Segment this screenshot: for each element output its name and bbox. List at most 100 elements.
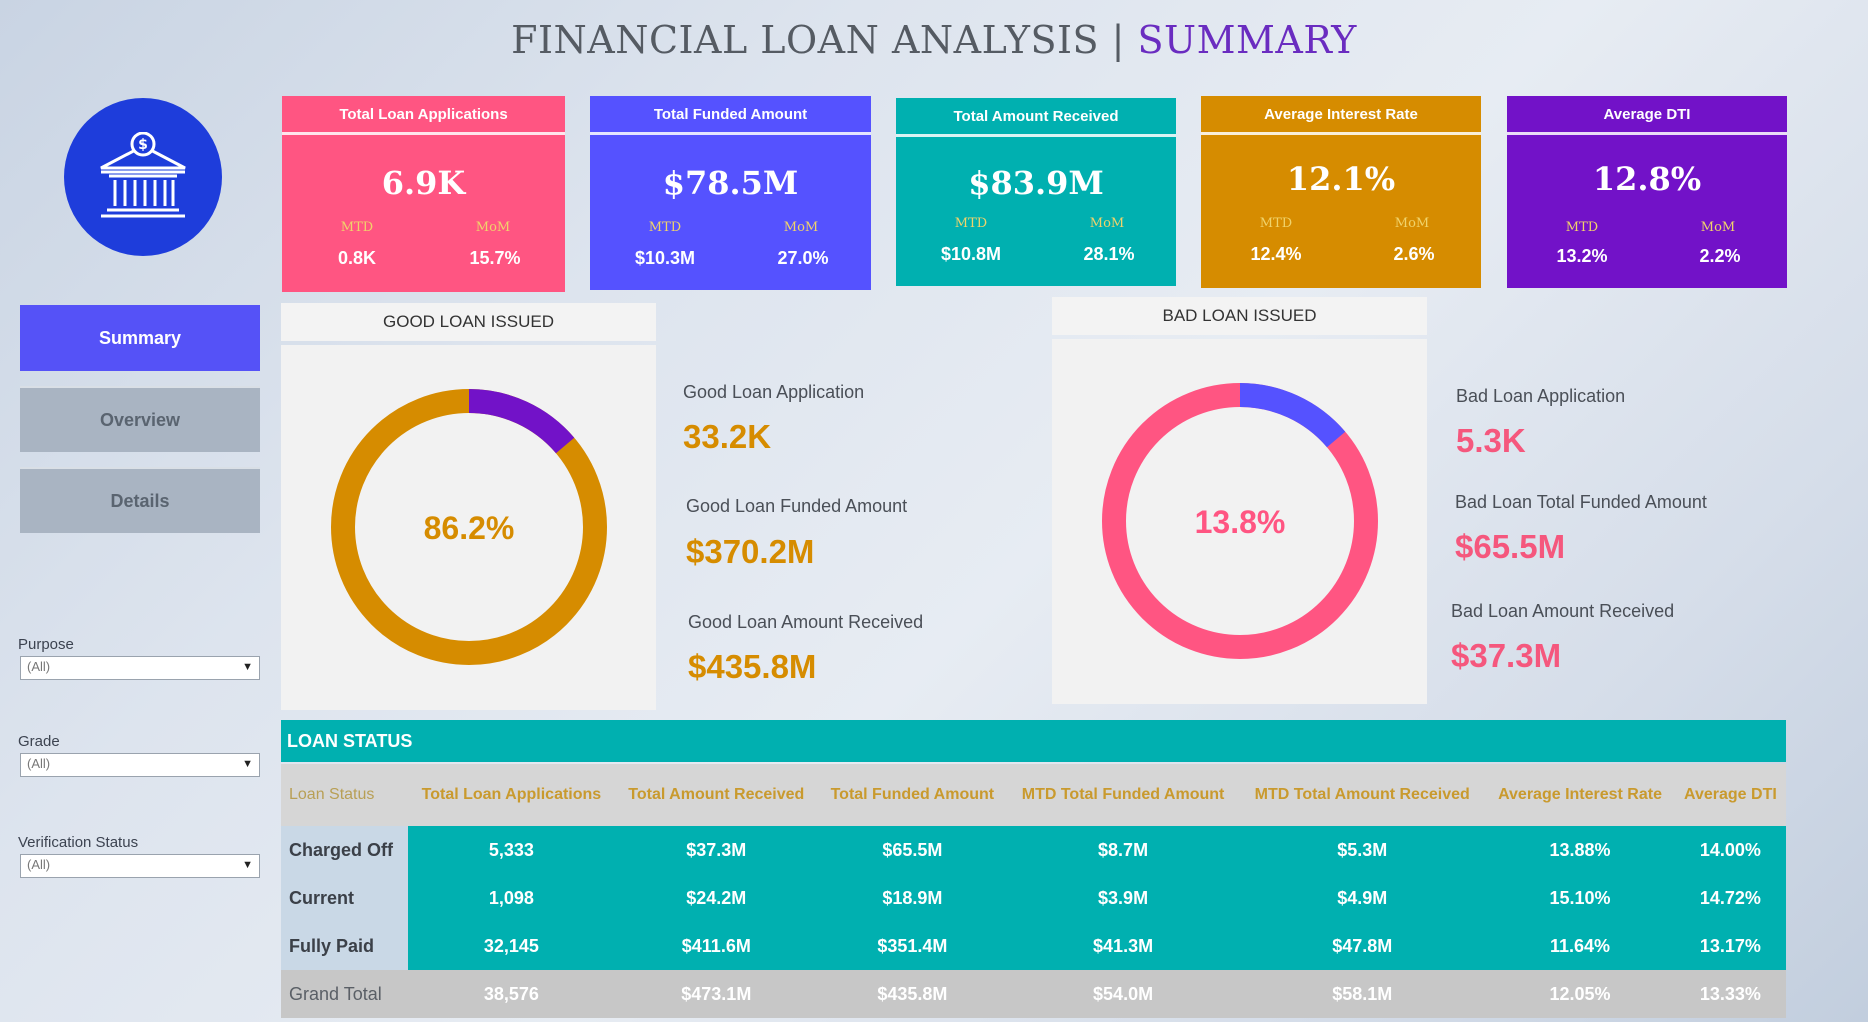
kpi-title: Total Amount Received <box>896 98 1176 137</box>
table-cell: 15.10% <box>1485 874 1675 922</box>
kpi-mtd-value: $10.8M <box>940 244 1002 264</box>
table-header-row: Loan Status Total Loan Applications Tota… <box>281 764 1786 826</box>
bad-loan-chart-panel: 13.8% <box>1052 339 1427 704</box>
grade-filter-value: (All) <box>27 756 51 771</box>
kpi-mom-label: MoM <box>783 220 819 235</box>
table-cell: $8.7M <box>1006 826 1240 874</box>
bad-loan-funded-label: Bad Loan Total Funded Amount <box>1455 492 1707 512</box>
grade-filter-label: Grade <box>18 733 60 750</box>
table-cell: $18.9M <box>817 874 1007 922</box>
good-loan-application-value: 33.2K <box>683 418 772 455</box>
loan-status-title: LOAN STATUS <box>281 720 1786 762</box>
bad-loan-funded-value: $65.5M <box>1455 528 1566 565</box>
grade-filter-dropdown[interactable]: (All) ▼ <box>20 753 260 777</box>
good-loan-ring-arc <box>331 389 607 665</box>
table-cell: 14.00% <box>1674 826 1786 874</box>
column-header[interactable]: Loan Status <box>281 764 408 826</box>
column-header[interactable]: MTD Total Amount Received <box>1239 764 1486 826</box>
table-cell: 32,145 <box>408 922 615 970</box>
kpi-mtd-label: MTD <box>648 220 682 235</box>
verification-filter-dropdown[interactable]: (All) ▼ <box>20 854 260 878</box>
table-cell: $5.3M <box>1239 826 1486 874</box>
table-cell: $351.4M <box>817 922 1007 970</box>
column-header[interactable]: Total Amount Received <box>614 764 818 826</box>
kpi-mtd-label: MTD <box>340 220 374 235</box>
chevron-down-icon: ▼ <box>242 859 253 871</box>
nav-overview-button[interactable]: Overview <box>20 386 260 452</box>
bad-loan-percent: 13.8% <box>1195 504 1286 540</box>
kpi-value: 6.9K <box>381 164 466 202</box>
column-header[interactable]: Average Interest Rate <box>1485 764 1675 826</box>
kpi-value: $83.9M <box>968 164 1104 202</box>
good-loan-received-value: $435.8M <box>688 648 817 685</box>
svg-text:$: $ <box>138 137 148 153</box>
verification-filter-value: (All) <box>27 857 51 872</box>
good-loan-donut-chart: 86.2% <box>331 389 607 665</box>
table-cell: 1,098 <box>408 874 615 922</box>
kpi-mom-label: MoM <box>1700 220 1736 235</box>
table-row: Fully Paid 32,145 $411.6M $351.4M $41.3M… <box>281 922 1786 970</box>
column-header[interactable]: MTD Total Funded Amount <box>1006 764 1240 826</box>
kpi-mtd-value: $10.3M <box>634 248 696 268</box>
kpi-mtd-value: 13.2% <box>1556 246 1608 266</box>
kpi-value: 12.8% <box>1592 160 1702 198</box>
kpi-mom-label: MoM <box>475 220 511 235</box>
good-loan-header: GOOD LOAN ISSUED <box>281 303 656 341</box>
kpi-mom-value: 28.1% <box>1083 244 1135 264</box>
good-loan-received-label: Good Loan Amount Received <box>688 612 924 632</box>
bank-logo: $ <box>64 98 222 256</box>
kpi-mtd-label: MTD <box>954 216 988 231</box>
chevron-down-icon: ▼ <box>242 661 253 673</box>
column-header[interactable]: Total Loan Applications <box>408 764 615 826</box>
kpi-mtd-value: 12.4% <box>1250 244 1302 264</box>
table-total-row: Grand Total 38,576 $473.1M $435.8M $54.0… <box>281 970 1786 1018</box>
kpi-mom-value: 2.2% <box>1699 246 1741 266</box>
page-title-main: FINANCIAL LOAN ANALYSIS | <box>511 18 1138 62</box>
bad-loan-received-value: $37.3M <box>1451 637 1562 674</box>
bad-loan-ring-arc <box>1102 383 1378 659</box>
purpose-filter-dropdown[interactable]: (All) ▼ <box>20 656 260 680</box>
bad-loan-donut-chart: 13.8% <box>1102 383 1378 659</box>
table-cell: $37.3M <box>614 826 818 874</box>
table-cell: $65.5M <box>817 826 1007 874</box>
kpi-card-total-funded-amount: Total Funded Amount $78.5M MTD MoM $10.3… <box>590 96 871 290</box>
table-cell: 14.72% <box>1674 874 1786 922</box>
nav-details-button[interactable]: Details <box>20 467 260 533</box>
kpi-title: Total Loan Applications <box>282 96 565 135</box>
kpi-mom-value: 15.7% <box>469 248 521 268</box>
kpi-mom-value: 2.6% <box>1393 244 1435 264</box>
nav-summary-button[interactable]: Summary <box>20 305 260 371</box>
table-cell: 13.33% <box>1674 970 1786 1018</box>
kpi-title: Total Funded Amount <box>590 96 871 135</box>
table-row: Charged Off 5,333 $37.3M $65.5M $8.7M $5… <box>281 826 1786 874</box>
bad-loan-application-label: Bad Loan Application <box>1456 386 1626 406</box>
loan-status-table: Loan Status Total Loan Applications Tota… <box>281 764 1786 1018</box>
table-row: Current 1,098 $24.2M $18.9M $3.9M $4.9M … <box>281 874 1786 922</box>
table-cell: 12.05% <box>1485 970 1675 1018</box>
chevron-down-icon: ▼ <box>242 758 253 770</box>
kpi-value: 12.1% <box>1286 160 1396 198</box>
kpi-title: Average Interest Rate <box>1201 96 1481 135</box>
good-loan-funded-value: $370.2M <box>686 533 815 570</box>
kpi-mom-label: MoM <box>1089 216 1125 231</box>
table-cell: $473.1M <box>614 970 818 1018</box>
table-cell: $411.6M <box>614 922 818 970</box>
kpi-card-total-amount-received: Total Amount Received $83.9M MTD MoM $10… <box>896 98 1176 286</box>
good-loan-chart-panel: 86.2% <box>281 345 656 710</box>
kpi-mtd-label: MTD <box>1565 220 1599 235</box>
column-header[interactable]: Total Funded Amount <box>817 764 1007 826</box>
table-cell: 11.64% <box>1485 922 1675 970</box>
table-cell: $24.2M <box>614 874 818 922</box>
verification-filter-label: Verification Status <box>18 834 139 851</box>
kpi-card-average-dti: Average DTI 12.8% MTD MoM 13.2% 2.2% <box>1507 96 1787 288</box>
good-loan-funded-label: Good Loan Funded Amount <box>686 496 908 516</box>
column-header[interactable]: Average DTI <box>1674 764 1786 826</box>
table-cell: $54.0M <box>1006 970 1240 1018</box>
purpose-filter-label: Purpose <box>18 636 74 653</box>
bad-loan-header: BAD LOAN ISSUED <box>1052 297 1427 335</box>
bank-icon: $ <box>100 132 186 218</box>
kpi-value: $78.5M <box>662 164 799 202</box>
kpi-card-total-loan-applications: Total Loan Applications 6.9K MTD MoM 0.8… <box>282 96 565 292</box>
bad-loan-received-label: Bad Loan Amount Received <box>1451 601 1675 621</box>
table-cell: $41.3M <box>1006 922 1240 970</box>
